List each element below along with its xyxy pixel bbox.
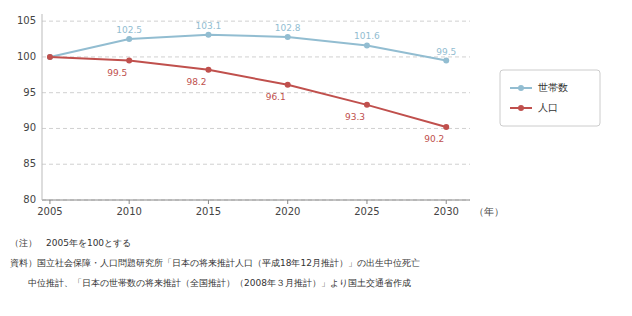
legend-marker [518,85,524,91]
data-label: 96.1 [266,92,286,102]
point [364,42,370,48]
y-grid: 80 85 90 95 100 105 [17,15,470,205]
series-line [50,35,446,61]
x-tick [208,200,209,204]
point [285,82,291,88]
point [126,58,132,64]
y-tick-label: 85 [23,158,36,169]
x-axis: 2005 2010 2015 2020 2025 2030 [37,200,459,217]
series-line [50,57,446,127]
y-tick-label: 80 [23,194,36,205]
grid-line [42,164,470,165]
x-tick-label: 2030 [433,206,458,217]
y-tick-label: 105 [17,15,36,26]
legend: 世帯数人口 [500,70,600,126]
x-tick-label: 2015 [196,206,221,217]
legend-marker [518,105,524,111]
x-tick-label: 2025 [354,206,379,217]
x-tick [366,200,367,204]
data-label: 101.6 [354,31,380,41]
data-label: 99.5 [436,47,456,57]
x-tick-label: 2020 [275,206,300,217]
grid-line [42,128,470,129]
x-tick [446,200,447,204]
legend-box [500,70,600,126]
x-tick [287,200,288,204]
data-label: 102.8 [275,23,301,33]
point [443,124,449,130]
x-tick [129,200,130,204]
footnote: （注） 2005年を100とする [10,238,131,248]
point [285,34,291,40]
footnote: 資料）国立社会保障・人口問題研究所「日本の将来推計人口（平成18年12月推計）」… [10,258,420,268]
legend-label: 人口 [538,102,558,113]
point [47,54,53,60]
x-axis-label: （年） [474,206,504,217]
x-tick-label: 2005 [37,206,62,217]
y-tick-label: 95 [23,87,36,98]
legend-label: 世帯数 [538,82,568,93]
y-axis-line [42,14,43,200]
point [205,67,211,73]
point [205,32,211,38]
footnote: 中位推計、「日本の世帯数の将来推計（全国推計）（2008年３月推計）」より国土交… [10,278,411,288]
x-axis-line [42,200,470,201]
point [47,54,53,60]
point [443,58,449,64]
grid-line [42,21,470,22]
data-label: 103.1 [196,21,222,31]
data-label: 90.2 [424,134,444,144]
plot-area [47,32,449,130]
data-label: 99.5 [107,68,127,78]
data-label: 98.2 [186,77,206,87]
x-tick-label: 2010 [116,206,141,217]
notes: （注） 2005年を100とする資料）国立社会保障・人口問題研究所「日本の将来推… [10,238,420,288]
data-label: 93.3 [345,112,365,122]
chart: 80 85 90 95 100 105 2005 2010 2015 2020 2025 2030 （年… [0,0,632,316]
point [126,36,132,42]
data-labels: 102.5 103.1 102.8 101.6 99.5 99.5 98.2 96.1 93.3… [107,21,456,144]
grid-line [42,92,470,93]
data-label: 102.5 [116,25,142,35]
point [364,102,370,108]
grid-line [42,56,470,57]
x-tick [49,200,50,204]
y-tick-label: 90 [23,122,36,133]
y-tick-label: 100 [17,51,36,62]
grid-line [42,200,470,201]
